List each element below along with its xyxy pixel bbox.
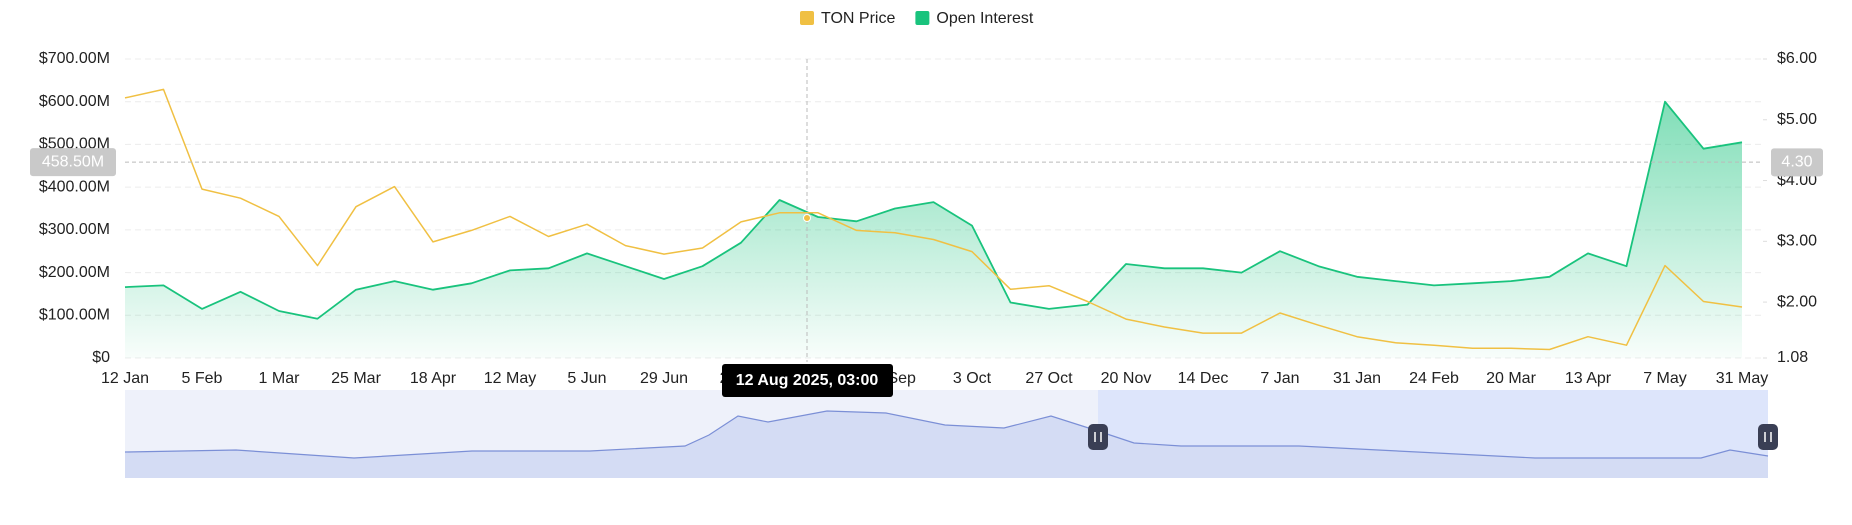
x-tick-label: 14 Dec <box>1178 370 1229 387</box>
x-tick-label: 31 Jan <box>1333 370 1381 387</box>
navigator-handle[interactable] <box>1758 424 1778 450</box>
x-tick-label: 5 Jun <box>567 370 606 387</box>
crosshair-point <box>803 214 811 222</box>
crosshair-y2-label: 4.30 <box>1781 154 1812 171</box>
tooltip-date: 12 Aug 2025, 03:00 <box>736 372 879 389</box>
handle-grip <box>1764 432 1772 442</box>
x-tick-label: 12 May <box>484 370 536 387</box>
y-tick-label: $0 <box>92 349 110 366</box>
navigator[interactable] <box>124 390 1778 478</box>
y-tick-label: $400.00M <box>39 178 110 195</box>
x-tick-label: 1 Mar <box>259 370 301 387</box>
y-tick-label: $300.00M <box>39 221 110 238</box>
crosshair-y-label: 458.50M <box>42 153 104 170</box>
y-tick-label: $200.00M <box>39 264 110 281</box>
y-tick-label: $100.00M <box>39 307 110 324</box>
navigator-handle[interactable] <box>1088 424 1108 450</box>
y-tick-label: $700.00M <box>39 50 110 67</box>
y2-tick-label: $3.00 <box>1777 233 1817 250</box>
x-tick-label: 24 Feb <box>1409 370 1459 387</box>
crosshair-label-box <box>30 148 116 177</box>
x-tick-label: 25 Mar <box>331 370 381 387</box>
x-tick-label: 13 Apr <box>1565 370 1612 387</box>
x-tick-label: 20 Nov <box>1101 370 1152 387</box>
x-tick-label: 29 Jun <box>640 370 688 387</box>
crosshair-label-box <box>1771 148 1823 177</box>
x-tick-label: 31 May <box>1716 370 1768 387</box>
x-tick-label: 7 May <box>1643 370 1687 387</box>
x-tick-label: 5 Feb <box>182 370 223 387</box>
legend-label: TON Price <box>821 10 895 27</box>
tooltip-box <box>722 364 893 397</box>
navigator-area <box>125 411 1768 478</box>
y2-tick-label: $6.00 <box>1777 50 1817 67</box>
legend-swatch <box>800 11 814 25</box>
navigator-line <box>124 410 1769 459</box>
y2-tick-label: $2.00 <box>1777 293 1817 310</box>
line <box>124 100 1743 320</box>
legend: TON Price Open Interest <box>800 10 1034 27</box>
x-tick-label: 18 Apr <box>410 370 457 387</box>
x-tick-label: 3 Oct <box>953 370 992 387</box>
y2-tick-label: 1.08 <box>1777 349 1808 366</box>
x-tick-label: 20 Mar <box>1486 370 1536 387</box>
x-tick-label: 27 Oct <box>1025 370 1073 387</box>
handle-grip <box>1094 432 1102 442</box>
crosshair: 458.50M 4.30 12 Aug 2025, 03:00 <box>30 59 1823 397</box>
x-tick-label: 12 Jan <box>101 370 149 387</box>
x-tick-label: 7 Jan <box>1260 370 1299 387</box>
y-tick-label: $600.00M <box>39 93 110 110</box>
line <box>124 88 1743 351</box>
area <box>125 101 1742 358</box>
legend-swatch <box>915 11 930 25</box>
plot-area <box>124 88 1743 358</box>
legend-label: Open Interest <box>936 10 1034 27</box>
axis-labels: $0$100.00M$200.00M$300.00M$400.00M$500.0… <box>39 50 1817 387</box>
y2-tick-label: $5.00 <box>1777 111 1817 128</box>
